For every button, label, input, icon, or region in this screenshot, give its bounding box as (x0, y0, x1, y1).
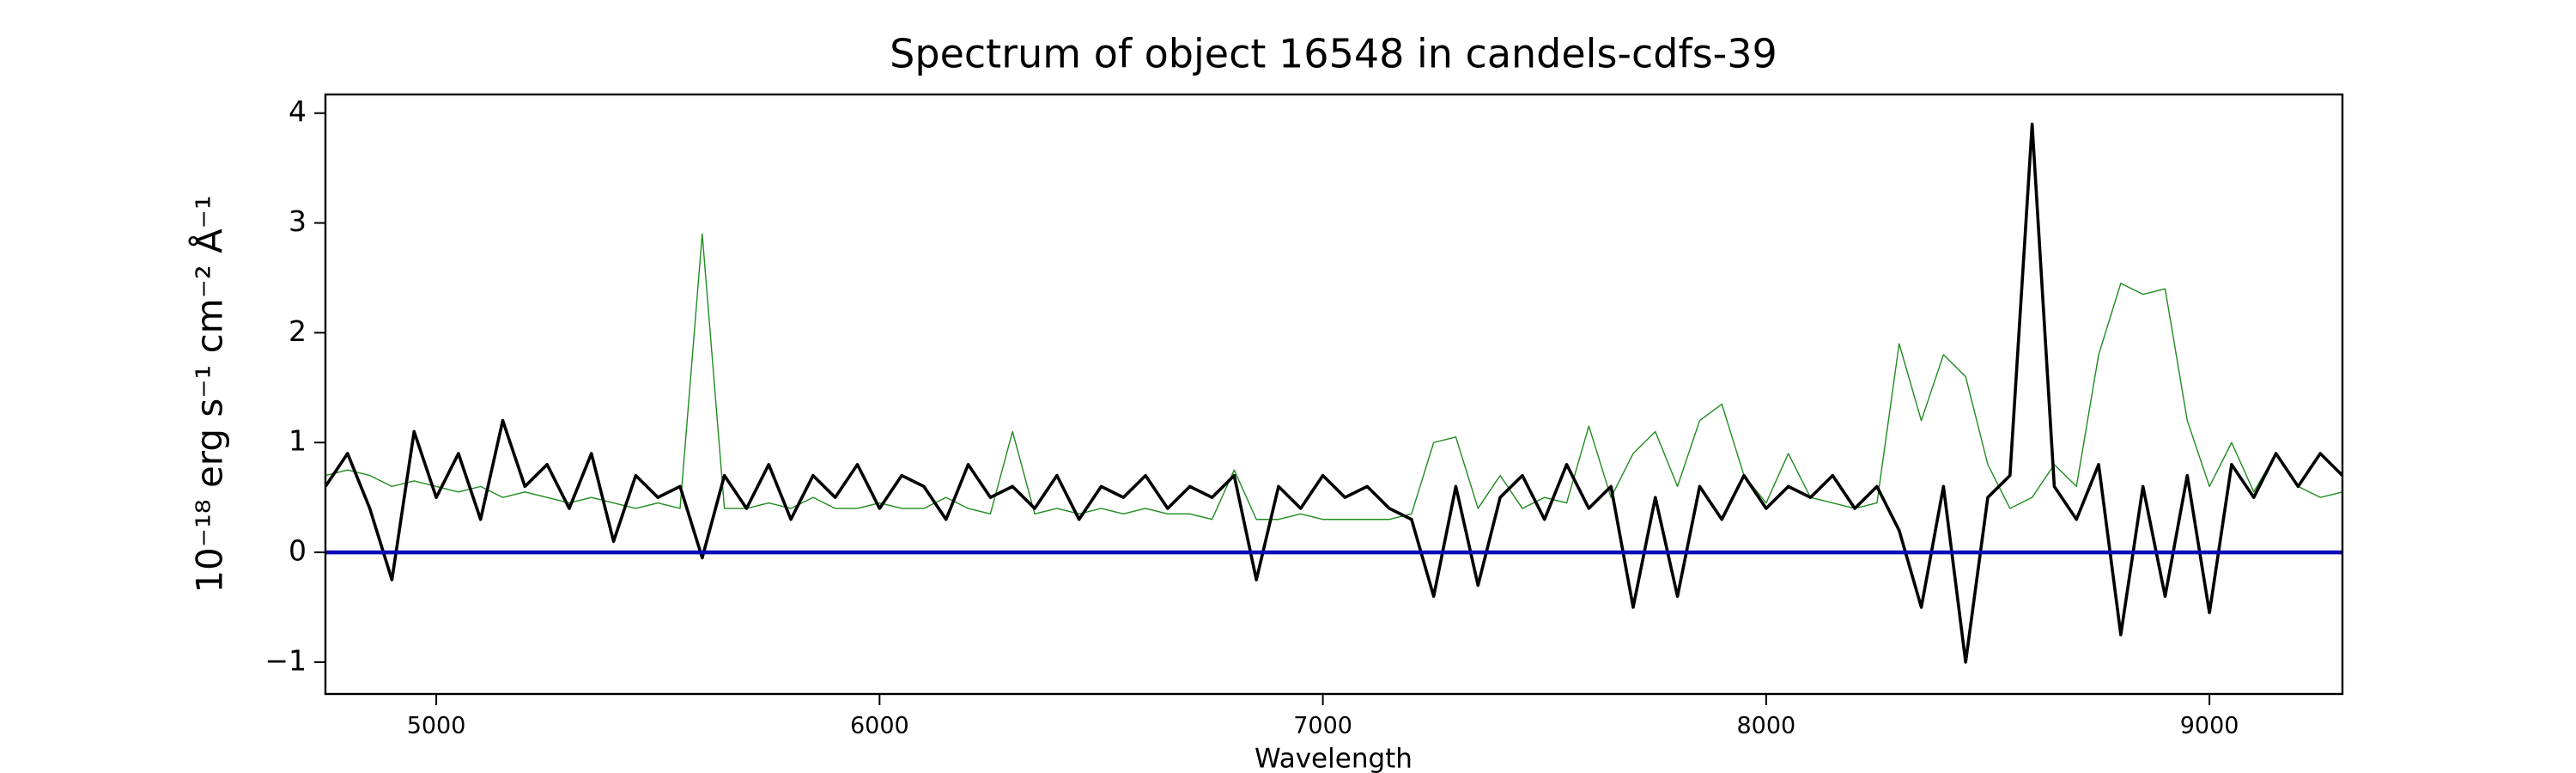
chart-title: Spectrum of object 16548 in candels-cdfs… (890, 31, 1777, 77)
spectrum-line (325, 122, 2342, 664)
x-tick-label: 8000 (1736, 713, 1795, 740)
plot-frame (324, 93, 2344, 696)
x-tick-label: 6000 (850, 713, 909, 740)
y-tick-label: 2 (289, 314, 307, 348)
y-tick-label: 3 (289, 204, 307, 238)
plot-area (325, 122, 2342, 664)
x-tick-label: 5000 (407, 713, 466, 740)
y-tick-label: 1 (289, 424, 307, 458)
y-tick-label: 0 (289, 534, 307, 568)
y-tick-label: −1 (264, 643, 307, 677)
x-tick-label: 9000 (2180, 713, 2239, 740)
y-axis-label: 10⁻¹⁸ erg s⁻¹ cm⁻² Å⁻¹ (188, 195, 231, 593)
spectrum-line (325, 233, 2342, 520)
y-tick-label: 4 (289, 94, 307, 128)
x-axis-label: Wavelength (1255, 744, 1413, 773)
x-tick-label: 7000 (1293, 713, 1352, 740)
